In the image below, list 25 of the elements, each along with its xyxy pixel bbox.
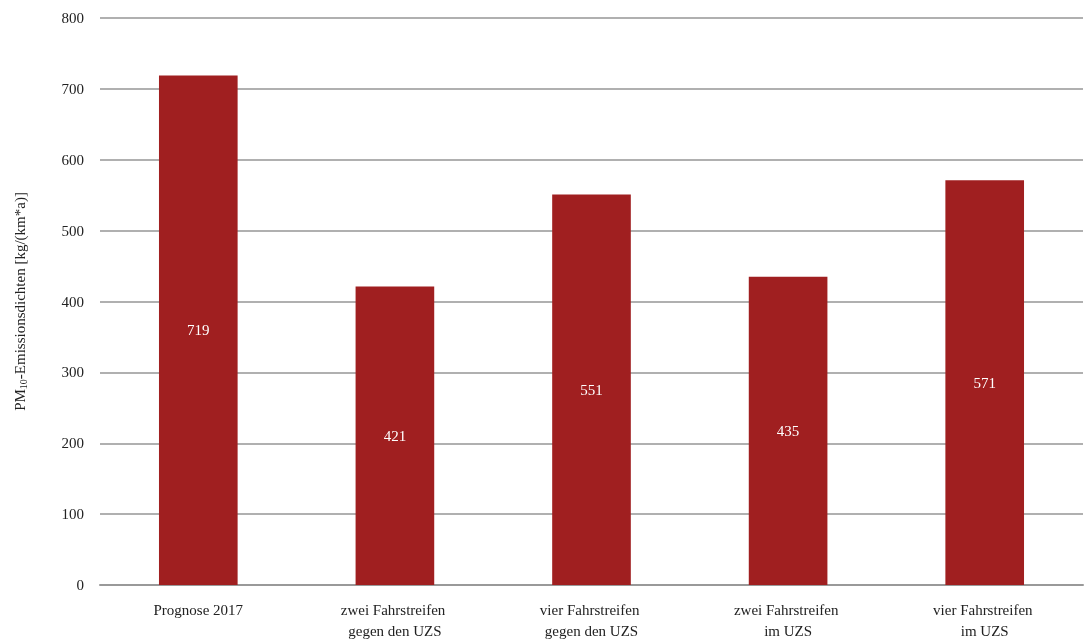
- x-tick-label: zwei Fahrstreifen gegen den UZS: [340, 601, 450, 639]
- x-tick-label: vier Fahrstreifen gegen den UZS: [539, 601, 644, 639]
- data-label: 551: [580, 381, 603, 398]
- y-tick-label: 400: [61, 293, 84, 310]
- x-tick-label: vier Fahrstreifen im UZS: [933, 601, 1037, 639]
- y-tick-label: 200: [61, 435, 84, 452]
- bar: [945, 180, 1025, 585]
- y-tick-label: 700: [61, 80, 84, 97]
- y-tick-label: 100: [61, 506, 84, 523]
- bar: [748, 276, 828, 585]
- data-label: 571: [973, 374, 996, 391]
- x-tick-label: zwei Fahrstreifen im UZS: [733, 601, 843, 639]
- y-tick-label: 600: [61, 151, 84, 168]
- bar: [552, 194, 631, 585]
- x-tick-label: Prognose 2017: [153, 601, 244, 618]
- y-tick-label: 300: [61, 364, 84, 381]
- bar: [355, 286, 435, 585]
- y-axis-title: PM10-Emissionsdichten [kg/(km*a)]: [12, 192, 29, 411]
- data-label: 421: [383, 427, 407, 444]
- y-tick-label: 800: [61, 10, 84, 26]
- bar: [158, 75, 238, 585]
- y-tick-label: 0: [76, 577, 84, 593]
- y-tick-label: 500: [61, 222, 84, 239]
- data-label: 435: [776, 422, 800, 439]
- data-label: 719: [187, 322, 210, 339]
